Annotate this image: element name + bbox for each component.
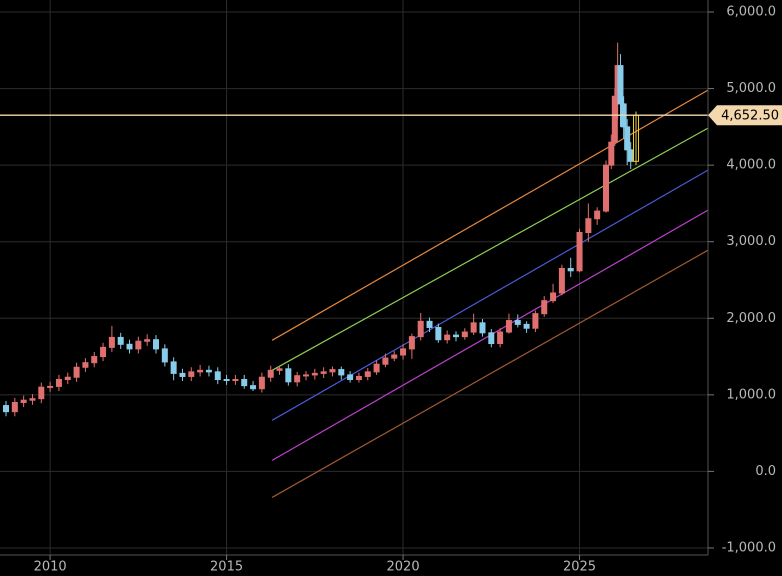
candle-body [153,339,159,350]
candle-body [100,346,107,358]
candle-body [276,368,283,371]
candle-body [624,126,631,151]
y-tick-label: 4,000.0 [726,158,776,173]
candle-body [400,348,407,356]
candle-body [223,379,230,382]
candle-body [505,320,512,333]
candle-body [20,399,27,403]
candle-body [250,385,257,390]
candle-body [214,371,221,381]
plot [0,42,709,498]
candle-body [241,379,248,387]
candle-body [444,334,451,341]
candle-body [382,357,389,365]
candle-body [117,336,124,345]
y-tick-label: -1,000.0 [722,540,776,555]
candle-body [594,210,601,220]
candle-body [232,379,239,382]
x-tick-label: 2015 [210,560,243,575]
candle-body [364,371,371,377]
y-tick-label: 0.0 [755,464,776,479]
candle-body [258,376,265,390]
candle-body [329,369,336,373]
candle-body [29,398,36,401]
y-tick-label: 2,000.0 [726,311,776,326]
candle-body [303,374,309,377]
y-tick-label: 6,000.0 [726,5,776,20]
candle-body [567,268,574,272]
candle-body [576,232,583,272]
candle-body [311,372,318,376]
candle-body [558,268,565,294]
y-tick-label: 3,000.0 [726,234,776,249]
channel-line [271,89,709,341]
candle-body [603,164,609,212]
channel-line [271,127,709,371]
candle-body [144,339,151,342]
candle-body [108,336,115,348]
candle-body [461,331,468,338]
candle-body [73,366,80,378]
candle-body [91,356,98,364]
candle-body [470,322,477,333]
candle-body [479,322,486,334]
price-label: 4,652.50 [721,109,779,124]
candle-body [550,292,557,302]
candle-body [55,379,62,387]
candle-body [11,401,18,413]
candle-body [608,141,615,166]
candle-body [627,149,634,162]
grid [0,0,708,555]
candle-body [532,313,539,329]
candle-body [135,340,142,350]
candle-body [82,362,89,368]
y-tick-label: 1,000.0 [726,387,776,402]
x-tick-label: 2020 [387,560,420,575]
x-tick-label: 2025 [563,560,596,575]
candle-body [497,331,504,345]
candle-body [38,386,45,400]
candle-body [435,326,442,341]
candle-body [488,332,495,345]
candle-body [514,320,521,325]
candle-body [47,385,54,388]
channel-line [271,169,709,421]
candle-body [617,65,624,105]
candle-body [320,371,327,374]
candle-body [205,369,212,373]
candle-body [170,361,177,374]
candle-body [294,375,301,383]
candle-body [391,354,398,359]
candle-body [426,320,433,328]
candle-body [285,368,292,383]
y-tick-label: 5,000.0 [726,81,776,96]
candle-body [585,218,592,234]
candle-body [347,374,354,381]
candle-body [3,405,9,413]
candle-body [523,323,530,329]
candle-body [453,334,459,338]
candle-body [267,369,274,378]
x-tick-label: 2010 [34,560,67,575]
candle-body [373,363,380,373]
candle-body [188,371,195,377]
candle-body [611,95,618,143]
candle-body [197,369,204,373]
candle-body [408,336,415,350]
price-label-box [708,105,782,126]
candle-body [338,369,345,376]
candle-body [179,372,186,377]
candle-body [161,348,168,363]
candle-body [417,320,424,338]
candle-body [355,375,362,381]
channel-line [271,249,709,498]
candle-body [126,343,133,350]
candle-body [541,300,548,315]
candle-body [64,376,71,381]
